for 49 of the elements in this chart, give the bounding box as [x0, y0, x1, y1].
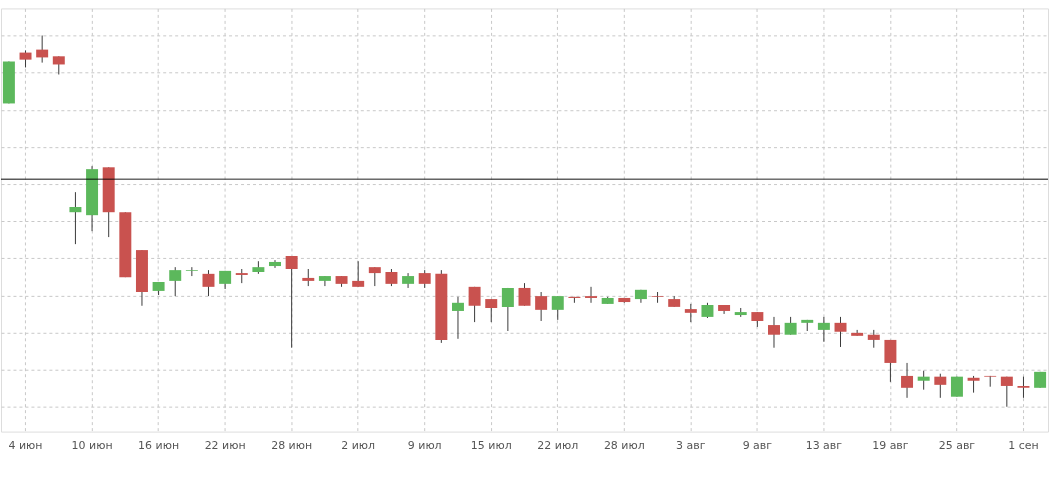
candlestick — [768, 316, 780, 349]
x-tick-label: 2 июл — [341, 439, 376, 453]
candlestick — [684, 303, 697, 323]
candlestick — [285, 255, 298, 349]
candlestick — [901, 362, 914, 399]
candlestick — [69, 191, 82, 245]
candlestick — [884, 339, 897, 383]
candlestick — [269, 259, 281, 269]
candlestick — [402, 272, 415, 289]
candlestick — [651, 291, 664, 304]
x-tick-label: 22 июн — [204, 439, 246, 453]
x-tick-label: 9 авг — [742, 439, 773, 453]
candlestick — [1017, 376, 1030, 399]
x-tick-label: 13 авг — [805, 439, 843, 453]
candlestick — [535, 291, 548, 322]
candlestick — [1000, 376, 1013, 408]
candlestick — [36, 35, 49, 64]
x-tick-label: 19 авг — [872, 439, 909, 453]
x-tick-label: 22 июл — [537, 439, 579, 453]
candlestick — [851, 329, 864, 337]
candlestick — [984, 375, 997, 388]
x-tick-label: 25 авг — [938, 439, 976, 453]
candlestick — [185, 266, 198, 277]
candlestick — [202, 269, 215, 297]
candlestick — [368, 266, 381, 287]
candlestick — [817, 316, 830, 343]
x-tick-label: 16 июн — [138, 439, 180, 453]
candlestick — [318, 275, 331, 287]
candlestick — [834, 316, 847, 348]
x-tick-label: 15 июл — [470, 439, 512, 453]
x-tick-label: 28 июн — [271, 439, 313, 453]
candlestick — [585, 286, 598, 304]
candlestick — [352, 260, 365, 288]
x-tick-label: 3 авг — [676, 439, 706, 453]
candlestick — [169, 266, 182, 297]
candlestick — [934, 373, 947, 399]
candlestick — [501, 287, 514, 332]
candlestick — [917, 370, 930, 391]
candlestick — [485, 298, 498, 323]
candlestick — [468, 286, 481, 323]
candlestick — [52, 55, 65, 75]
candlestick — [518, 282, 531, 307]
x-tick-label: 4 июн — [8, 439, 43, 453]
x-tick-label: 10 июн — [71, 439, 113, 453]
candlestick — [451, 296, 464, 340]
candlestick — [551, 295, 564, 321]
x-tick-label: 28 июл — [603, 439, 645, 453]
x-tick-label: 9 июл — [407, 439, 442, 453]
x-tick-label: 1 сен — [1008, 439, 1039, 453]
